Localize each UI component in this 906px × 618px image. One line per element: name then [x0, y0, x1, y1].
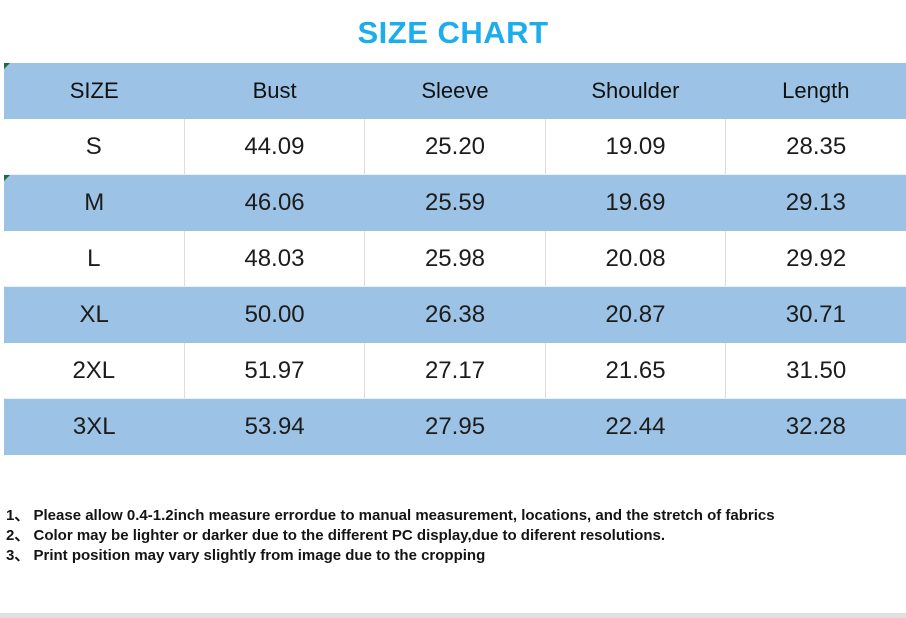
value-cell: 25.20: [365, 119, 546, 174]
size-cell: L: [4, 231, 185, 286]
value-cell: 46.06: [244, 189, 305, 216]
value-cell: 44.09: [185, 119, 366, 174]
size-cell: 2XL: [4, 343, 185, 398]
value-cell: 30.71: [785, 301, 846, 328]
size-cell: M: [84, 189, 105, 216]
value-cell: 48.03: [185, 231, 366, 286]
value-cell: 25.98: [365, 231, 546, 286]
header-cell-bust: Bust: [252, 78, 297, 103]
value-cell: 29.13: [785, 189, 846, 216]
excel-flag-icon: [4, 175, 10, 181]
size-cell: 3XL: [72, 413, 116, 440]
header-cell-sleeve: Sleeve: [421, 78, 489, 103]
value-cell: 51.97: [185, 343, 366, 398]
value-cell: 50.00: [244, 301, 305, 328]
size-cell: S: [4, 119, 185, 174]
value-cell: 53.94: [244, 413, 305, 440]
value-cell: 31.50: [786, 356, 847, 384]
page-title: SIZE CHART: [357, 15, 549, 50]
table-row-m: M 46.06 25.59 19.69 29.13: [4, 175, 906, 231]
size-cell: XL: [79, 301, 109, 328]
header-cell-length: Length: [782, 78, 850, 103]
measurement-notes: 1、 Please allow 0.4-1.2inch measure erro…: [6, 506, 900, 566]
value-cell: 19.69: [605, 189, 666, 216]
value-cell: 26.38: [424, 301, 486, 328]
value-cell: 29.92: [786, 244, 847, 272]
value-cell: 19.09: [546, 119, 727, 174]
note-line: 1、 Please allow 0.4-1.2inch measure erro…: [6, 507, 775, 524]
value-cell: 21.65: [546, 343, 727, 398]
table-row-xl: XL 50.00 26.38 20.87 30.71: [4, 287, 906, 343]
bottom-edge-divider: [0, 613, 906, 618]
header-cell-size: SIZE: [69, 78, 119, 103]
table-header-row: SIZE Bust Sleeve Shoulder Length: [4, 63, 906, 119]
value-cell: 20.08: [546, 231, 727, 286]
header-cell-shoulder: Shoulder: [591, 78, 680, 103]
table-row-3xl: 3XL 53.94 27.95 22.44 32.28: [4, 399, 906, 455]
value-cell: 32.28: [785, 413, 846, 440]
note-line: 3、 Print position may vary slightly from…: [6, 547, 486, 564]
value-cell: 25.59: [424, 189, 486, 216]
excel-flag-icon: [4, 63, 10, 69]
value-cell: 20.87: [605, 301, 666, 328]
value-cell: 28.35: [786, 132, 847, 160]
value-cell: 27.95: [424, 413, 486, 440]
table-row-l: L 48.03 25.98 20.08 29.92: [4, 231, 906, 287]
table-row-2xl: 2XL 51.97 27.17 21.65 31.50: [4, 343, 906, 399]
value-cell: 27.17: [365, 343, 546, 398]
table-row-s: S 44.09 25.20 19.09 28.35: [4, 119, 906, 175]
note-line: 2、 Color may be lighter or darker due to…: [6, 527, 665, 544]
size-table: SIZE Bust Sleeve Shoulder Length S 44.09…: [4, 63, 906, 455]
value-cell: 22.44: [605, 413, 666, 440]
